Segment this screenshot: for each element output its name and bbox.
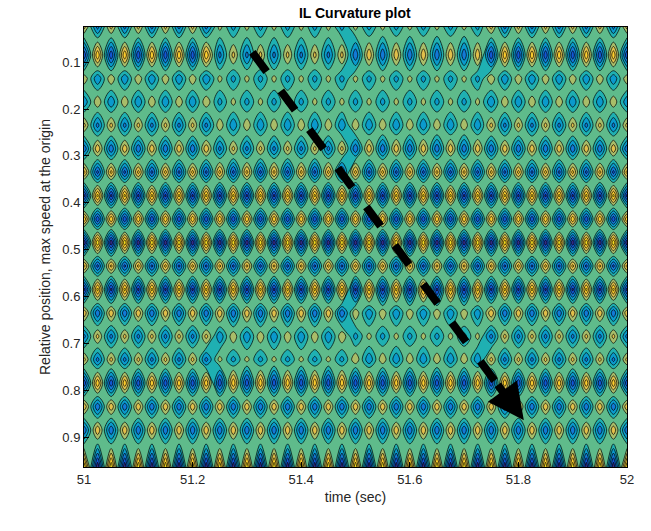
svg-text:0.5: 0.5 [62, 242, 80, 257]
svg-text:0.7: 0.7 [62, 336, 80, 351]
svg-text:51.2: 51.2 [180, 472, 205, 487]
svg-text:0.1: 0.1 [62, 55, 80, 70]
svg-text:time (sec): time (sec) [325, 489, 386, 505]
svg-text:51.6: 51.6 [397, 472, 422, 487]
svg-text:51.4: 51.4 [289, 472, 314, 487]
svg-text:51.8: 51.8 [506, 472, 531, 487]
svg-text:Relative position, max speed a: Relative position, max speed at the orig… [37, 119, 53, 375]
svg-text:52: 52 [620, 472, 634, 487]
svg-text:0.8: 0.8 [62, 383, 80, 398]
svg-text:0.9: 0.9 [62, 430, 80, 445]
svg-text:0.3: 0.3 [62, 148, 80, 163]
svg-text:0.2: 0.2 [62, 102, 80, 117]
svg-text:IL Curvature plot: IL Curvature plot [299, 5, 411, 21]
svg-text:0.4: 0.4 [62, 195, 80, 210]
svg-text:0.6: 0.6 [62, 289, 80, 304]
svg-text:51: 51 [77, 472, 91, 487]
